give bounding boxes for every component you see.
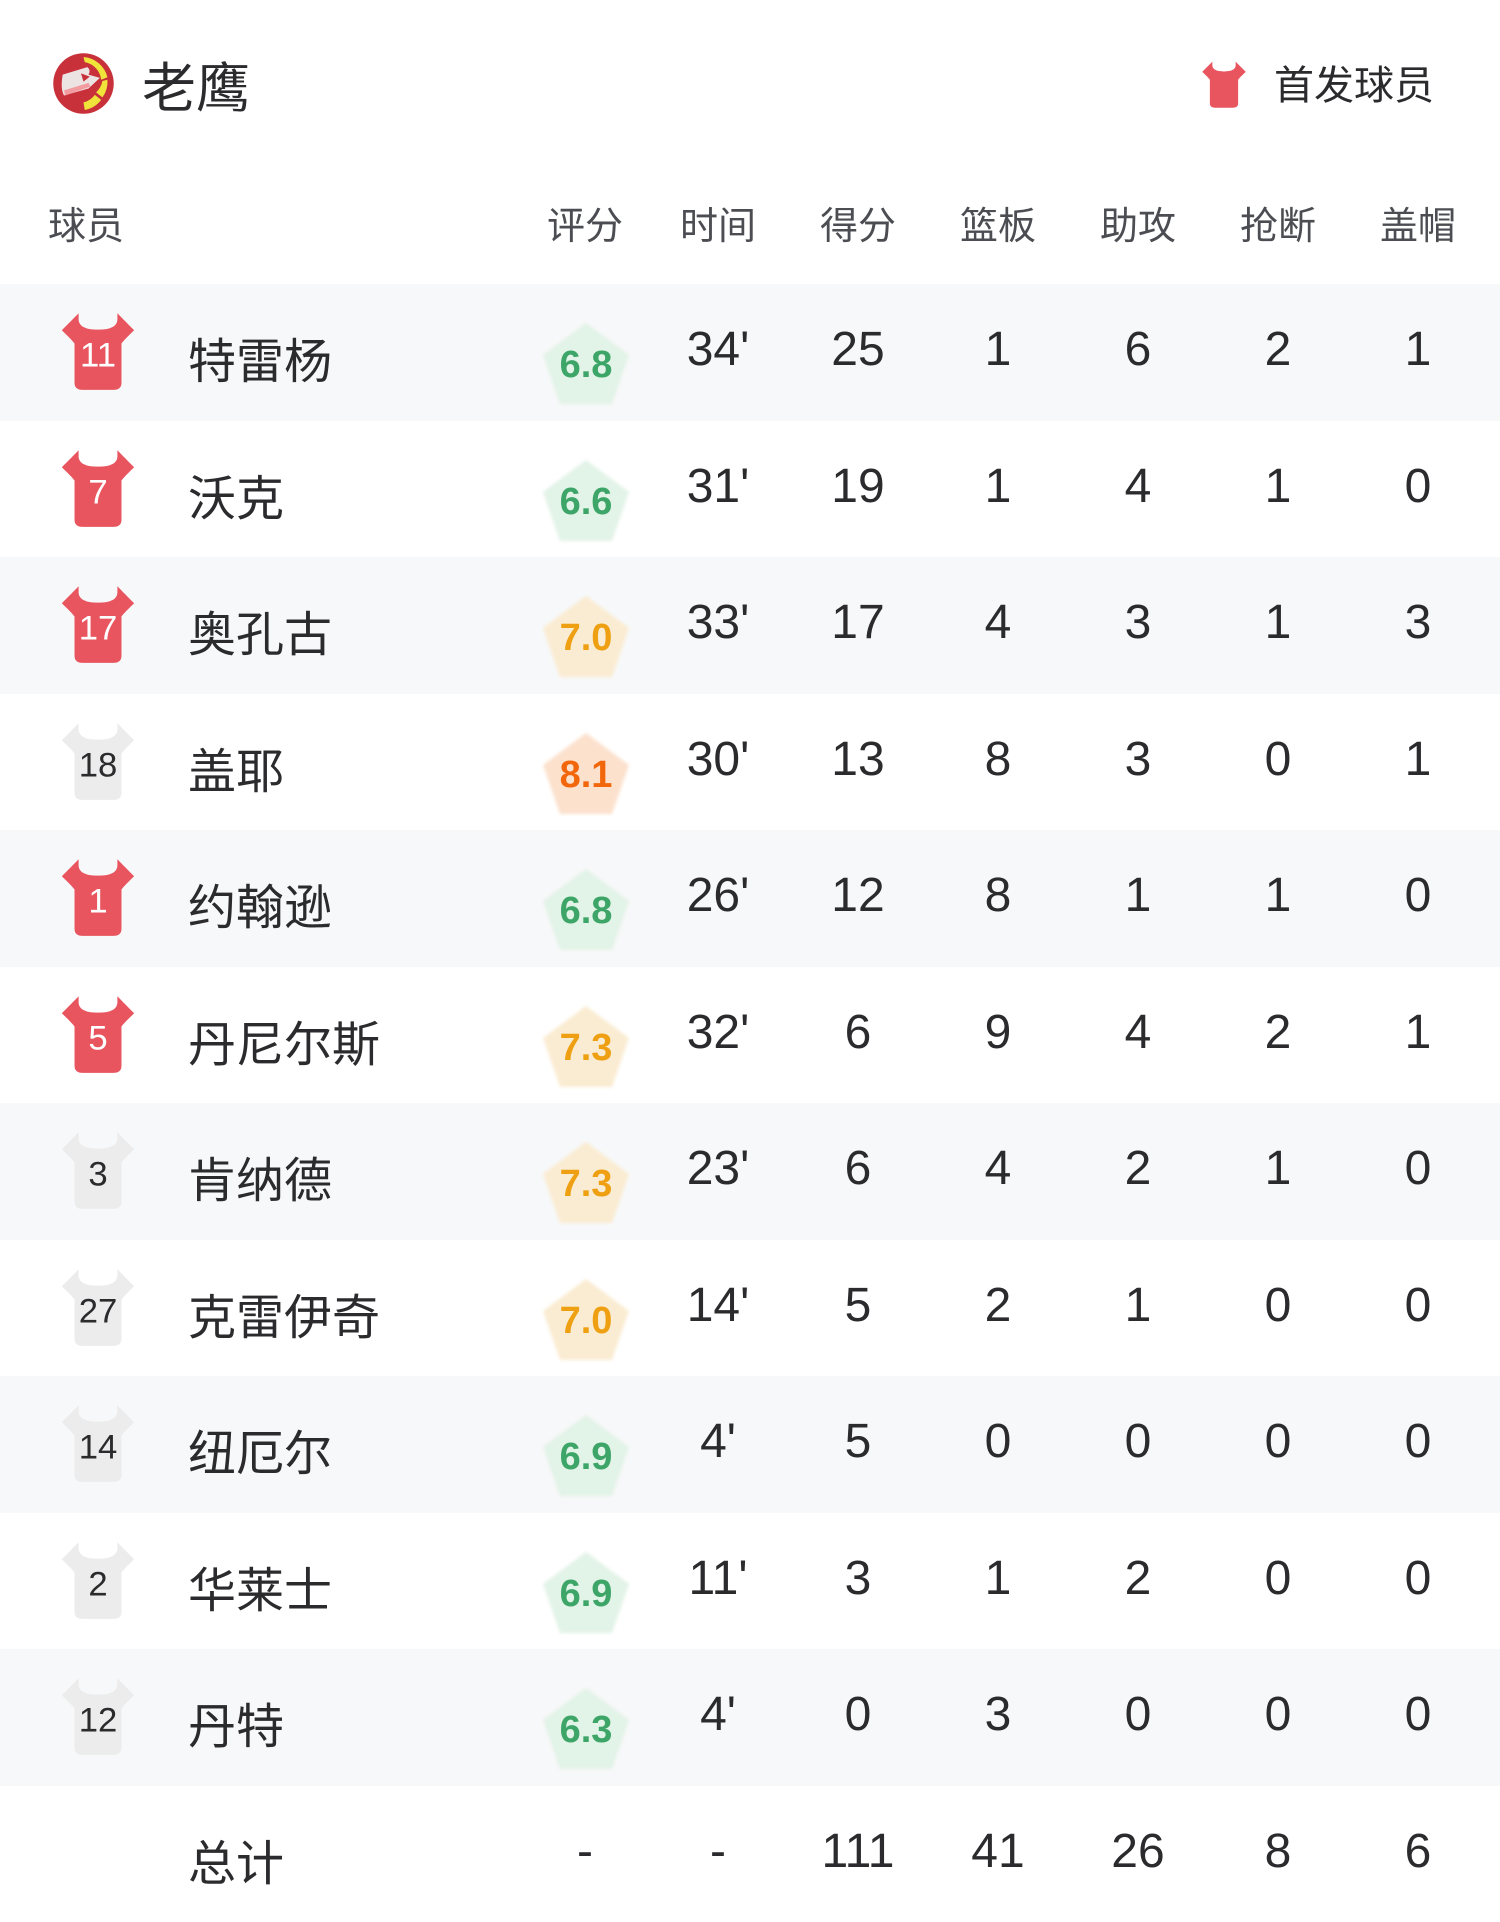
svg-text:7.0: 7.0 (560, 1300, 613, 1342)
svg-text:7.3: 7.3 (560, 1027, 613, 1069)
svg-text:7: 7 (88, 473, 107, 511)
svg-text:8.1: 8.1 (560, 754, 613, 796)
svg-text:1: 1 (88, 882, 107, 920)
svg-text:7.3: 7.3 (560, 1163, 613, 1205)
svg-text:7.0: 7.0 (560, 617, 613, 659)
svg-text:6.8: 6.8 (560, 890, 613, 932)
svg-text:14: 14 (79, 1428, 118, 1466)
svg-text:17: 17 (79, 609, 118, 647)
svg-text:6.9: 6.9 (560, 1573, 613, 1615)
svg-text:18: 18 (79, 746, 118, 784)
svg-text:6.3: 6.3 (560, 1709, 613, 1751)
svg-text:2: 2 (88, 1565, 107, 1603)
svg-text:6.8: 6.8 (560, 344, 613, 386)
svg-text:27: 27 (79, 1292, 118, 1330)
svg-text:6.6: 6.6 (560, 481, 613, 523)
svg-text:5: 5 (88, 1019, 107, 1057)
svg-text:12: 12 (79, 1701, 118, 1739)
svg-text:3: 3 (88, 1155, 107, 1193)
svg-text:11: 11 (80, 336, 116, 374)
svg-text:6.9: 6.9 (560, 1436, 613, 1478)
